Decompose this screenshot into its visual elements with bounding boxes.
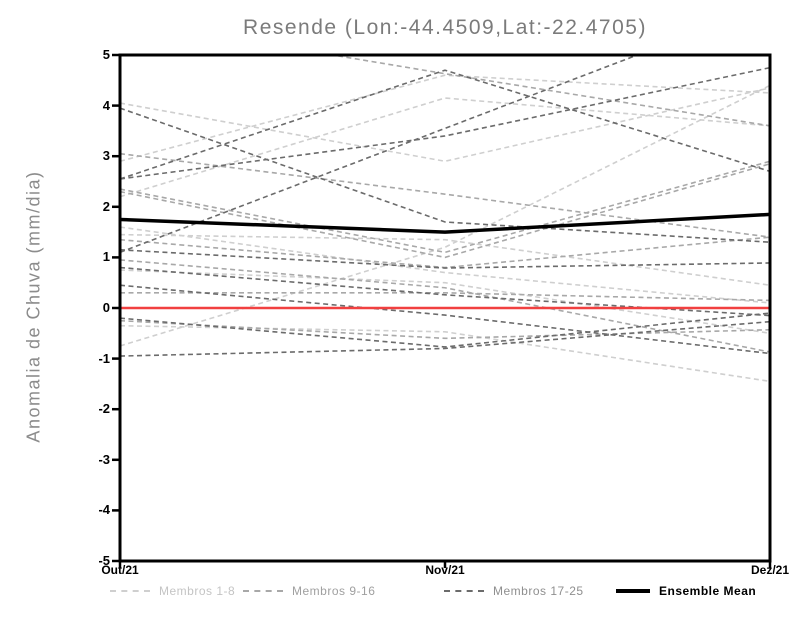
x-tick-nov21: Nov/21 xyxy=(425,563,465,577)
member-line-membro-1 xyxy=(120,87,770,163)
member-line-membro-25 xyxy=(120,320,770,357)
y-tick-label: 4 xyxy=(102,97,110,113)
member-line-membro-24 xyxy=(120,312,770,348)
y-tick-label: -4 xyxy=(98,502,110,518)
member-line-membro-17 xyxy=(120,107,770,244)
y-tick-label: -2 xyxy=(98,401,110,417)
member-line-membro-21 xyxy=(120,249,770,269)
plot-area xyxy=(120,55,770,383)
y-tick-label: 2 xyxy=(102,198,110,214)
legend-item-membros-1-8: Membros 1-8 xyxy=(110,584,235,598)
y-tick-label: -5 xyxy=(98,553,110,568)
legend-item-membros-17-25: Membros 17-25 xyxy=(444,584,584,598)
member-line-membro-15 xyxy=(120,319,770,340)
y-tick-label: -1 xyxy=(98,350,110,366)
legend-item-ensemble-mean: Ensemble Mean xyxy=(616,584,756,598)
member-line-membro-23 xyxy=(120,284,770,355)
x-tick-dez21: Dez/21 xyxy=(750,563,790,577)
membros-9-16-dash-swatch xyxy=(243,590,283,592)
member-line-membro-11 xyxy=(120,163,770,259)
member-line-membro-8 xyxy=(120,84,770,347)
membros-1-8-dash-swatch xyxy=(110,590,150,592)
membros-17-25-dash-swatch xyxy=(444,590,484,592)
y-tick-label: 3 xyxy=(102,148,110,164)
member-line-membro-5 xyxy=(120,226,770,304)
legend-label: Membros 17-25 xyxy=(493,584,584,598)
member-line-membro-12 xyxy=(120,152,770,238)
chart-legend: Membros 1-8 Membros 9-16 Membros 17-25 E… xyxy=(0,584,800,604)
member-line-membro-14 xyxy=(120,292,770,302)
legend-label: Ensemble Mean xyxy=(659,584,757,598)
legend-label: Membros 1-8 xyxy=(159,584,236,598)
member-line-membro-19 xyxy=(120,66,770,180)
y-tick-label: -3 xyxy=(98,451,110,467)
x-tick-out21: Out/21 xyxy=(101,563,139,577)
member-line-membro-20 xyxy=(120,55,640,254)
y-tick-label: 1 xyxy=(102,249,110,265)
ensemble-mean-line xyxy=(120,212,770,234)
member-line-membro-3 xyxy=(120,97,770,198)
y-tick-label: 0 xyxy=(102,300,110,315)
legend-item-membros-9-16: Membros 9-16 xyxy=(243,584,375,598)
member-line-membro-4 xyxy=(120,233,770,287)
member-line-membro-10 xyxy=(120,160,770,254)
member-line-membro-13 xyxy=(120,259,770,353)
y-tick-label: 5 xyxy=(102,47,110,62)
member-line-membro-16 xyxy=(120,236,770,269)
legend-label: Membros 9-16 xyxy=(292,584,376,598)
member-line-membro-9 xyxy=(327,55,770,127)
member-line-membro-22 xyxy=(120,266,770,317)
ensemble-mean-line-swatch xyxy=(616,589,650,593)
member-line-membro-6 xyxy=(120,269,770,335)
member-line-membro-18 xyxy=(120,69,770,180)
member-line-membro-2 xyxy=(120,74,770,163)
member-line-membro-7 xyxy=(120,324,770,383)
chart-title: Resende (Lon:-44.4509,Lat:-22.4705) xyxy=(243,16,647,39)
